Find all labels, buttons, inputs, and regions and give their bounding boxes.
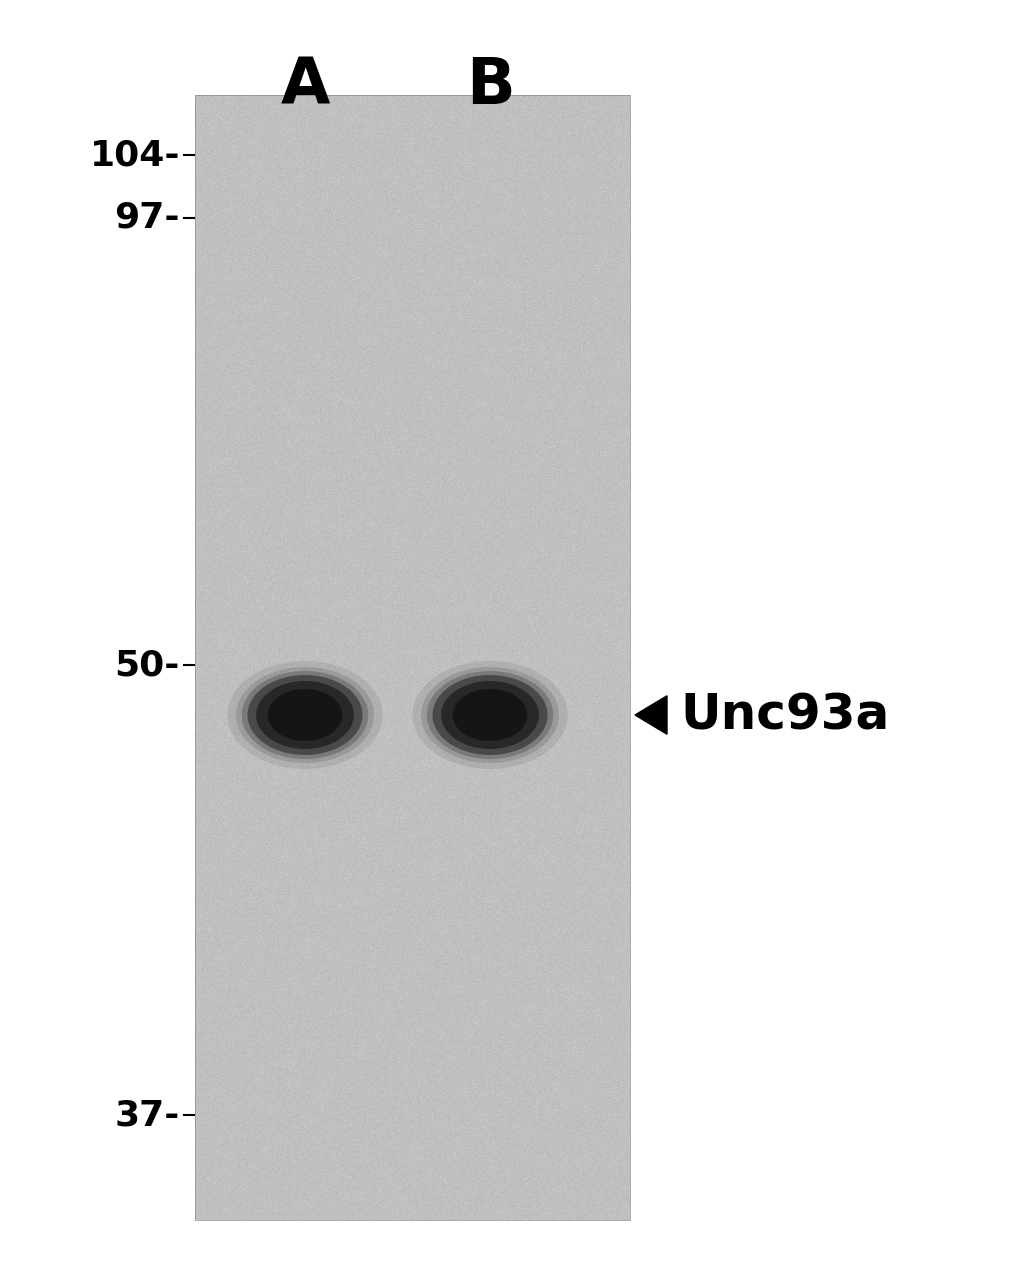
Ellipse shape — [241, 671, 369, 759]
Text: 50-: 50- — [114, 648, 180, 682]
Ellipse shape — [427, 671, 553, 759]
Ellipse shape — [247, 675, 363, 755]
Ellipse shape — [268, 689, 342, 741]
Ellipse shape — [236, 667, 374, 763]
Ellipse shape — [227, 660, 383, 769]
Ellipse shape — [452, 689, 527, 741]
Polygon shape — [635, 696, 667, 735]
Ellipse shape — [421, 667, 559, 763]
Ellipse shape — [432, 675, 547, 755]
Text: 37-: 37- — [114, 1098, 180, 1132]
Text: Unc93a: Unc93a — [680, 691, 889, 739]
Ellipse shape — [412, 660, 568, 769]
Text: 97-: 97- — [114, 201, 180, 236]
Text: A: A — [281, 55, 329, 116]
Text: B: B — [466, 55, 514, 116]
Bar — [195, 95, 630, 1220]
Text: 104-: 104- — [90, 138, 180, 172]
Ellipse shape — [257, 681, 354, 749]
Ellipse shape — [441, 681, 539, 749]
